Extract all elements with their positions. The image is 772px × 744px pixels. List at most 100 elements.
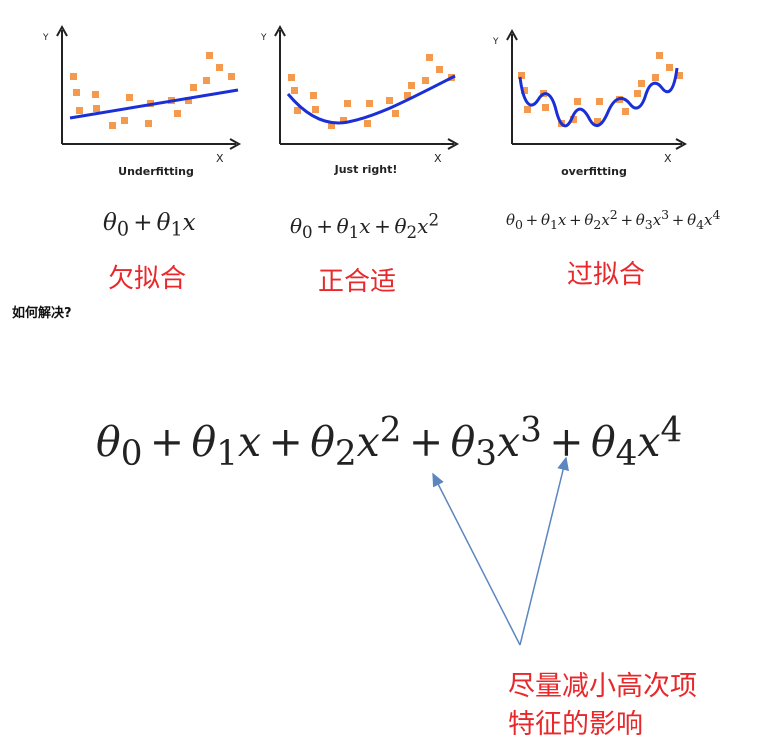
term-coefficient: θ [336,213,349,238]
formula-term: θ1x [336,213,371,242]
term-coefficient: θ [450,417,476,466]
formula-overfitting: θ0 + θ1x + θ2x2 + θ3x3 + θ4x4 [506,207,720,232]
formula-term: θ4x4 [687,207,720,232]
y-axis-label: Y [492,37,499,47]
formula-term: θ1x [156,210,196,241]
term-variable: x [237,417,262,466]
term-coefficient: θ [96,417,121,466]
plus-sign: + [408,417,444,466]
term-exponent: 2 [609,207,618,222]
caption-underfitting: Underfitting [118,165,194,178]
formula-term: θ0 [96,417,142,474]
fit-curve [286,74,456,125]
y-axis-label: Y [260,33,267,43]
term-subscript: 2 [334,433,357,474]
formula-underfitting: θ0 + θ1x [103,210,196,241]
term-coefficient: θ [156,210,171,236]
term-variable: x [497,417,521,466]
term-subscript: 1 [170,217,183,241]
formula-term: θ3x3 [635,207,669,232]
term-coefficient: θ [103,210,117,236]
axes [274,24,460,150]
x-axis-label: X [216,152,224,165]
overfitting-plot: Y X [492,28,688,165]
term-exponent: 2 [428,210,440,229]
term-subscript: 1 [348,222,360,242]
term-subscript: 0 [515,217,523,232]
formula-term: θ4x4 [590,410,682,474]
formula-just-right: θ0 + θ1x + θ2x2 [290,210,439,242]
term-subscript: 0 [302,222,313,242]
term-variable: x [359,213,371,238]
x-axis-label: X [434,152,442,165]
axes [56,24,242,150]
plus-sign: + [525,211,539,229]
formula-term: θ2x2 [584,207,617,232]
formula-term: θ0 [506,211,523,232]
formula-term: θ3x3 [450,410,542,474]
term-subscript: 1 [216,433,238,474]
label-overfitting: 过拟合 [567,260,646,290]
term-exponent: 4 [660,410,683,450]
term-subscript: 1 [549,217,558,232]
term-variable: x [704,211,713,229]
term-coefficient: θ [687,211,697,229]
term-subscript: 2 [406,222,418,242]
arrow-to-theta4 [519,456,569,646]
term-variable: x [557,211,567,229]
term-variable: x [417,213,429,238]
term-coefficient: θ [394,213,407,238]
note-line-1: 尽量减小高次项 [508,671,697,702]
term-exponent: 3 [661,207,670,222]
term-coefficient: θ [506,211,516,229]
term-exponent: 3 [520,410,542,450]
term-exponent: 4 [712,207,721,222]
plus-sign: + [569,211,582,229]
term-variable: x [601,211,610,229]
term-variable: x [637,417,661,466]
label-underfitting: 欠拟合 [108,264,187,294]
plus-sign: + [549,417,584,466]
term-coefficient: θ [540,211,550,229]
term-subscript: 3 [475,433,497,474]
underfitting-plot: Y X [42,24,242,165]
term-coefficient: θ [290,213,303,238]
fit-curve [518,67,679,128]
term-coefficient: θ [635,211,645,229]
formula-term: θ1x [540,211,567,232]
panel-underfitting: Y X [40,22,242,182]
plus-sign: + [268,417,303,466]
term-subscript: 0 [116,217,130,241]
panel-overfitting: Y X [490,22,690,182]
formula-term: θ2x2 [394,210,440,242]
term-subscript: 3 [644,217,653,232]
term-coefficient: θ [584,211,594,229]
plus-sign: + [316,213,334,238]
caption-overfitting: overfitting [561,165,627,178]
term-variable: x [356,417,380,466]
panel-just-right: Y X [258,22,460,182]
plus-sign: + [671,211,685,229]
arrow-to-theta3 [432,472,521,646]
term-subscript: 4 [615,433,638,474]
term-exponent: 2 [379,410,402,450]
data-points [518,52,683,127]
formula-term: θ0 [103,210,129,241]
formula-term: θ2x2 [310,410,401,474]
plus-sign: + [149,417,185,466]
plus-sign: + [374,213,391,238]
plus-sign: + [133,210,153,236]
data-points [288,54,455,129]
formula-term: θ0 [290,213,313,242]
term-subscript: 4 [696,217,705,232]
section-heading: 如何解决? [12,306,72,321]
term-subscript: 2 [593,217,602,232]
formula-term: θ1x [192,417,262,474]
note-line-2: 特征的影响 [508,709,643,740]
fit-line [69,88,239,120]
term-coefficient: θ [590,417,616,466]
just-right-plot: Y X [260,24,460,165]
term-subscript: 0 [120,433,143,474]
term-variable: x [652,211,662,229]
label-just-right: 正合适 [318,267,397,297]
